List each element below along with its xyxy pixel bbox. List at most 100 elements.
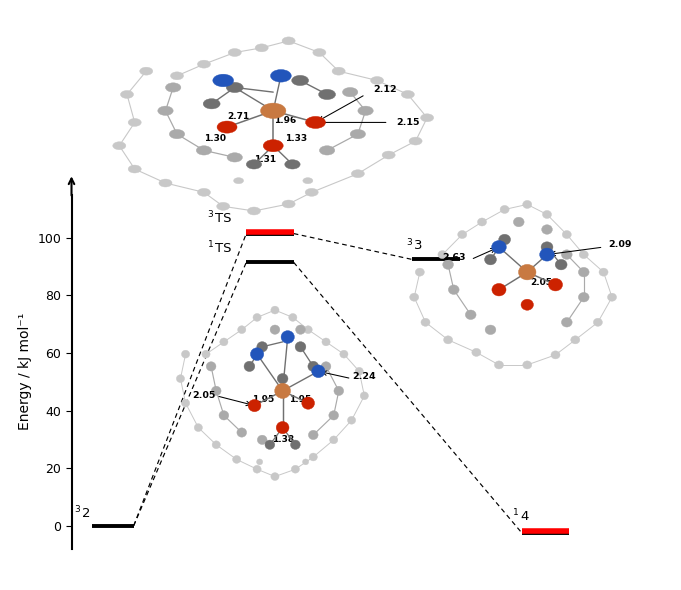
Circle shape	[176, 375, 185, 382]
Circle shape	[128, 119, 141, 126]
Circle shape	[351, 170, 364, 178]
Circle shape	[274, 384, 291, 398]
Circle shape	[410, 293, 419, 301]
Circle shape	[438, 251, 447, 258]
Circle shape	[238, 326, 246, 333]
Circle shape	[308, 361, 319, 372]
Circle shape	[401, 90, 415, 99]
Circle shape	[121, 90, 133, 99]
Circle shape	[181, 350, 189, 358]
Circle shape	[494, 361, 503, 369]
Circle shape	[253, 466, 261, 473]
Circle shape	[217, 202, 229, 210]
Circle shape	[358, 106, 373, 116]
Circle shape	[232, 455, 241, 463]
Circle shape	[370, 77, 383, 84]
Circle shape	[350, 129, 366, 139]
Circle shape	[334, 386, 344, 395]
Circle shape	[421, 318, 430, 326]
Circle shape	[555, 260, 567, 270]
Circle shape	[237, 428, 247, 437]
Circle shape	[247, 207, 261, 215]
Circle shape	[305, 188, 318, 196]
Circle shape	[196, 146, 212, 155]
Circle shape	[197, 188, 210, 196]
Text: 1.31: 1.31	[255, 155, 276, 164]
Circle shape	[170, 129, 185, 139]
Circle shape	[308, 430, 318, 440]
Circle shape	[322, 338, 330, 346]
Circle shape	[443, 336, 453, 344]
Text: 2.09: 2.09	[609, 240, 632, 249]
Circle shape	[521, 299, 533, 310]
Circle shape	[443, 260, 454, 270]
Text: 1: 1	[513, 508, 519, 517]
Circle shape	[472, 348, 481, 356]
Circle shape	[211, 386, 221, 395]
Circle shape	[228, 48, 241, 57]
Circle shape	[332, 67, 345, 75]
Circle shape	[244, 361, 255, 372]
Circle shape	[291, 466, 300, 473]
Circle shape	[257, 342, 268, 352]
Circle shape	[128, 165, 141, 173]
Circle shape	[513, 217, 524, 227]
Circle shape	[561, 250, 572, 260]
Circle shape	[264, 140, 283, 152]
Circle shape	[194, 424, 202, 431]
Circle shape	[220, 338, 228, 346]
Circle shape	[329, 411, 338, 420]
Circle shape	[541, 225, 552, 234]
Circle shape	[313, 48, 326, 57]
Circle shape	[271, 473, 279, 480]
Circle shape	[330, 436, 338, 444]
Circle shape	[302, 397, 315, 409]
Circle shape	[523, 201, 532, 208]
Circle shape	[539, 248, 554, 261]
Text: 2.15: 2.15	[396, 118, 419, 127]
Circle shape	[217, 121, 237, 133]
Circle shape	[304, 326, 312, 333]
Circle shape	[309, 453, 317, 461]
Text: 2: 2	[82, 507, 91, 520]
Circle shape	[181, 399, 189, 407]
Circle shape	[282, 200, 295, 208]
Text: 1.38: 1.38	[272, 435, 294, 444]
Circle shape	[498, 234, 511, 245]
Circle shape	[159, 179, 172, 187]
Circle shape	[234, 178, 244, 183]
Circle shape	[271, 306, 279, 314]
Text: 3: 3	[407, 238, 412, 247]
Text: 2.24: 2.24	[353, 372, 376, 381]
Circle shape	[523, 361, 532, 369]
Text: 2.63: 2.63	[442, 253, 466, 261]
Circle shape	[561, 317, 572, 327]
Circle shape	[158, 106, 173, 116]
Text: 4: 4	[520, 510, 529, 523]
Circle shape	[518, 264, 536, 280]
Circle shape	[257, 459, 263, 465]
Circle shape	[421, 114, 434, 122]
Text: 3: 3	[208, 210, 214, 219]
Circle shape	[458, 231, 466, 238]
Circle shape	[227, 153, 242, 162]
Circle shape	[247, 160, 262, 169]
Circle shape	[219, 411, 229, 420]
Circle shape	[578, 267, 589, 277]
Circle shape	[347, 417, 355, 424]
Circle shape	[285, 160, 300, 169]
Circle shape	[289, 313, 297, 322]
Circle shape	[409, 137, 422, 145]
Circle shape	[282, 37, 295, 45]
Circle shape	[295, 342, 306, 352]
Circle shape	[500, 205, 509, 214]
Circle shape	[113, 142, 126, 150]
Circle shape	[448, 285, 459, 294]
Circle shape	[270, 325, 280, 335]
Circle shape	[477, 218, 486, 226]
Circle shape	[140, 67, 153, 75]
Circle shape	[203, 99, 220, 109]
Circle shape	[206, 362, 216, 371]
Circle shape	[541, 242, 553, 253]
Text: 3: 3	[74, 505, 80, 514]
